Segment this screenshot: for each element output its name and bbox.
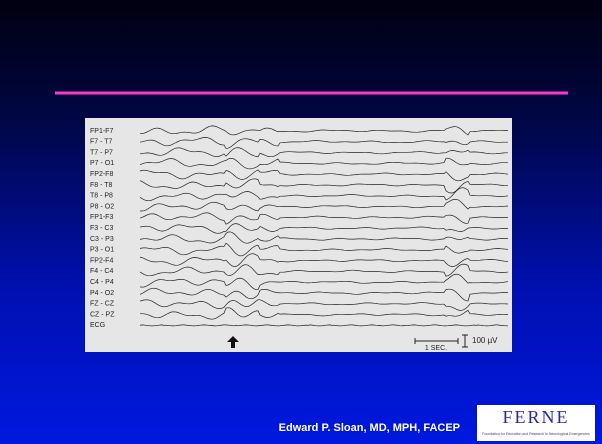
channel-label: FP2-F8 (90, 171, 113, 178)
time-scale-label: 1 SEC. (425, 345, 447, 352)
channel-label: T7 - P7 (90, 149, 113, 156)
channel-label: F3 - C3 (90, 225, 113, 232)
channel-label: F8 - T8 (90, 182, 113, 189)
channel-label: FP1-F7 (90, 128, 113, 135)
channel-label: ECG (90, 322, 105, 329)
channel-label: T8 - P8 (90, 193, 113, 200)
slide: FP1-F7 F7 - T7 T7 - P7 P7 - O1 FP2-F8 F8 - T8… (0, 0, 602, 444)
logo-subtitle: Foundation for Education and Research in… (482, 432, 590, 436)
channel-label: P7 - O1 (90, 160, 114, 167)
channel-label: FP1-F3 (90, 214, 113, 221)
author: Edward P. Sloan, MD, MPH, FACEP (279, 422, 460, 434)
amplitude-scale-label: 100 µV (472, 336, 498, 345)
channel-label: P8 - O2 (90, 203, 114, 210)
channel-label: P4 - O2 (90, 290, 114, 297)
channel-label: FZ - CZ (90, 301, 115, 308)
channel-label: P3 - O1 (90, 247, 114, 254)
channel-label: CZ - PZ (90, 311, 115, 318)
slide-canvas: FP1-F7 F7 - T7 T7 - P7 P7 - O1 FP2-F8 F8 - T8… (0, 0, 602, 444)
channel-label: C4 - P4 (90, 279, 114, 286)
channel-label: C3 - P3 (90, 236, 114, 243)
channel-label: FP2-F4 (90, 257, 113, 264)
channel-label: F7 - T7 (90, 139, 113, 146)
channel-label: F4 - C4 (90, 268, 113, 275)
logo-text: FERNE (502, 407, 569, 427)
